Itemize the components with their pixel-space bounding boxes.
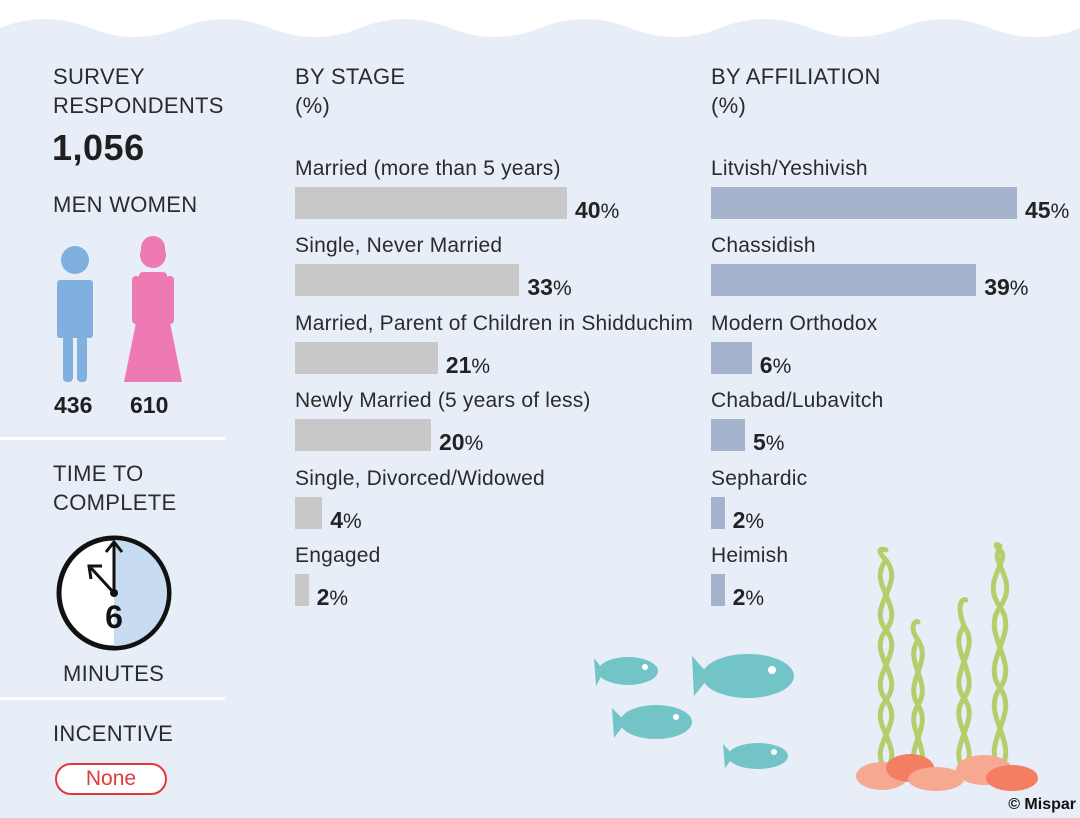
affiliation-chart-title-line2: (%) — [711, 93, 747, 118]
category-label: Engaged — [295, 544, 381, 567]
data-unit: % — [1009, 277, 1029, 301]
fish-icon — [692, 654, 794, 698]
bar — [711, 496, 725, 529]
respondents-label-line2: RESPONDENTS — [53, 93, 224, 118]
bar — [711, 187, 1017, 219]
category-label: Single, Never Married — [295, 234, 503, 258]
men-count: 436 — [54, 392, 93, 418]
data-label: 33% — [527, 274, 571, 301]
stage-chart-title: BY STAGE (%) — [295, 62, 405, 120]
respondents-label: SURVEY RESPONDENTS — [53, 62, 224, 120]
data-unit: % — [1050, 200, 1070, 223]
data-value: 20 — [439, 429, 465, 456]
category-label: Modern Orthodox — [711, 311, 878, 335]
data-unit: % — [342, 509, 362, 533]
data-label: 2% — [733, 507, 764, 534]
data-value: 40 — [575, 197, 601, 223]
incentive-label: INCENTIVE — [53, 721, 174, 746]
data-value: 33 — [527, 274, 553, 301]
category-label: Heimish — [711, 544, 789, 567]
data-value: 4 — [330, 506, 343, 533]
category-label: Married, Parent of Children in Shidduchi… — [295, 311, 694, 335]
time-label-line1: TIME TO — [53, 461, 144, 486]
category-label: Sephardic — [711, 466, 808, 490]
incentive-badge: None — [55, 763, 167, 795]
fish-icon — [594, 657, 658, 686]
data-value: 2 — [732, 584, 746, 610]
data-label: 20% — [439, 429, 483, 456]
data-value: 39 — [984, 274, 1010, 301]
affiliation-chart-title-line1: BY AFFILIATION — [711, 64, 881, 89]
copyright: © Mispar — [1008, 796, 1076, 813]
divider — [0, 697, 225, 700]
data-unit: % — [471, 354, 491, 378]
bar — [711, 419, 745, 452]
bar — [711, 264, 977, 297]
data-unit: % — [600, 200, 620, 223]
data-unit: % — [745, 587, 765, 610]
data-unit: % — [552, 277, 572, 301]
fish-icon — [723, 743, 788, 769]
data-label: 2% — [317, 584, 348, 611]
minutes-value: 6 — [105, 599, 123, 635]
man-icon — [57, 246, 93, 382]
data-value: 5 — [753, 429, 766, 456]
data-value: 2 — [316, 584, 330, 610]
data-label: 2% — [733, 584, 764, 611]
coral-icon — [856, 754, 1038, 791]
data-unit: % — [772, 354, 792, 378]
category-label: Married (more than 5 years) — [295, 157, 561, 180]
data-unit: % — [765, 432, 785, 456]
time-label-line2: COMPLETE — [53, 490, 177, 515]
ocean-decoration — [594, 542, 1038, 791]
category-label: Litvish/Yeshivish — [711, 157, 868, 180]
gender-label: MEN WOMEN — [53, 192, 198, 217]
data-value: 21 — [445, 351, 472, 378]
data-label: 4% — [330, 507, 361, 534]
clock-icon: 6 — [56, 535, 172, 651]
data-unit: % — [745, 509, 765, 533]
data-label: 5% — [753, 429, 784, 456]
bar — [295, 187, 567, 219]
minutes-label: MINUTES — [63, 661, 165, 686]
woman-icon — [124, 236, 182, 382]
bar — [295, 496, 323, 529]
data-label: 6% — [760, 352, 791, 379]
gender-figures — [57, 236, 182, 382]
category-label: Newly Married (5 years of less) — [295, 389, 591, 413]
data-unit: % — [464, 432, 484, 456]
stage-chart-title-line1: BY STAGE — [295, 64, 406, 89]
bar — [295, 419, 431, 452]
bar — [295, 574, 309, 606]
time-label: TIME TO COMPLETE — [53, 459, 176, 517]
divider — [0, 437, 225, 440]
category-label: Chassidish — [711, 234, 816, 258]
data-value: 2 — [732, 506, 746, 533]
category-label: Chabad/Lubavitch — [711, 389, 884, 413]
fish-icon — [612, 705, 692, 739]
bar — [295, 341, 438, 374]
bar — [711, 574, 725, 606]
respondents-total: 1,056 — [52, 127, 145, 168]
bar — [295, 264, 520, 297]
bar — [711, 341, 752, 374]
category-label: Single, Divorced/Widowed — [295, 466, 545, 490]
data-label: 39% — [984, 274, 1028, 301]
data-label: 21% — [446, 352, 490, 379]
data-unit: % — [329, 587, 349, 610]
stage-chart-title-line2: (%) — [295, 93, 331, 118]
women-count: 610 — [130, 392, 169, 418]
affiliation-chart-title: BY AFFILIATION (%) — [711, 62, 881, 120]
data-label: 45% — [1025, 197, 1069, 224]
seaweed-icon — [877, 542, 1010, 773]
data-value: 6 — [759, 351, 773, 378]
data-label: 40% — [575, 197, 619, 224]
respondents-label-line1: SURVEY — [53, 64, 145, 89]
data-value: 45 — [1025, 197, 1051, 223]
